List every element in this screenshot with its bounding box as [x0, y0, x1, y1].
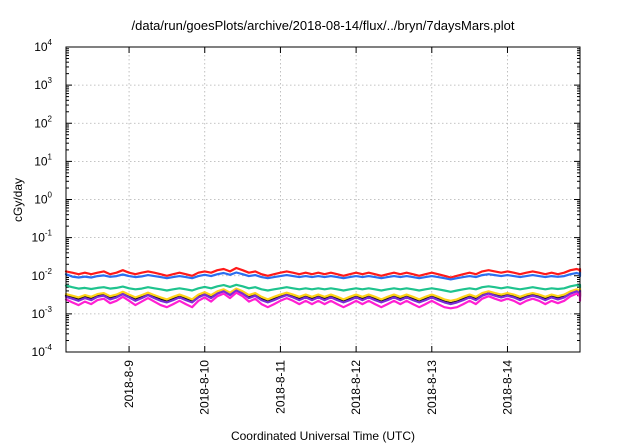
y-tick-label: 10-3 [32, 305, 53, 321]
series-lines [64, 266, 582, 310]
y-tick-label: 103 [34, 76, 52, 92]
y-tick-label: 104 [34, 38, 52, 54]
x-tick-label: 2018-8-12 [349, 360, 363, 415]
y-axis-ticks: 10-4 10-3 10-2 10-1 100 101 102 103 104 [32, 38, 580, 359]
chart-title: /data/run/goesPlots/archive/2018-08-14/f… [132, 18, 515, 33]
series-line [64, 287, 582, 302]
series-line [64, 271, 582, 281]
series-line [64, 291, 582, 310]
y-tick-label: 100 [34, 191, 52, 207]
y-tick-label: 102 [34, 114, 52, 130]
grid [66, 47, 580, 352]
y-tick-label: 10-4 [32, 343, 53, 359]
y-axis-label: cGy/day [11, 178, 25, 222]
series-line [64, 266, 582, 279]
plot-frame [65, 46, 581, 353]
series-line [64, 289, 582, 306]
x-axis-label: Coordinated Universal Time (UTC) [231, 429, 415, 443]
x-tick-label: 2018-8-11 [273, 360, 287, 414]
y-tick-label: 10-2 [32, 267, 53, 283]
x-tick-label: 2018-8-13 [425, 360, 439, 415]
x-axis-ticks: 2018-8-9 2018-8-10 2018-8-11 2018-8-12 2018-… [122, 47, 514, 415]
y-tick-label: 101 [34, 152, 52, 168]
x-tick-label: 2018-8-9 [122, 360, 136, 408]
x-tick-label: 2018-8-10 [198, 360, 212, 415]
series-line [64, 283, 582, 293]
x-tick-label: 2018-8-14 [500, 360, 514, 415]
y-tick-label: 10-1 [32, 229, 53, 245]
